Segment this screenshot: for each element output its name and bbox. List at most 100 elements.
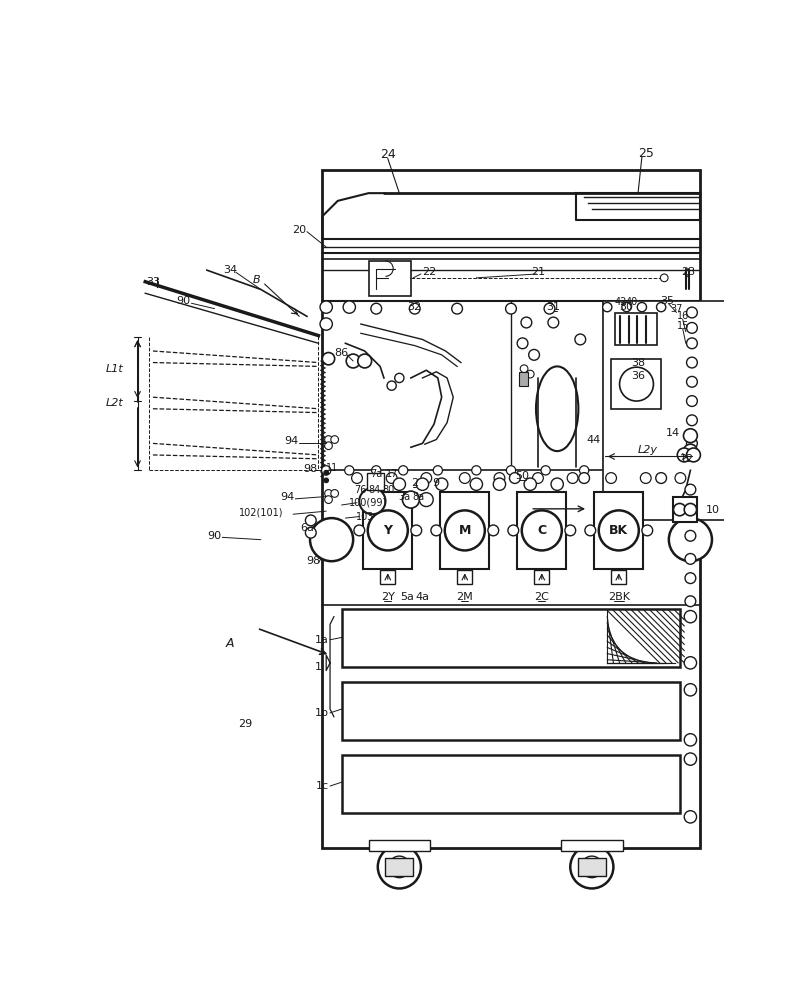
Text: C: C	[537, 524, 546, 537]
Circle shape	[324, 470, 328, 475]
Text: 30: 30	[620, 302, 633, 312]
Circle shape	[506, 303, 516, 314]
Text: 22: 22	[422, 267, 437, 277]
Text: 5a: 5a	[400, 592, 414, 602]
Circle shape	[320, 318, 332, 330]
Text: 23: 23	[681, 267, 695, 277]
Circle shape	[358, 354, 371, 368]
Circle shape	[420, 493, 433, 507]
Text: 1a: 1a	[315, 635, 328, 645]
Text: 76: 76	[354, 485, 367, 495]
Circle shape	[684, 503, 696, 516]
Circle shape	[445, 510, 485, 550]
Circle shape	[579, 466, 589, 475]
Text: 8a: 8a	[412, 492, 424, 502]
Circle shape	[431, 525, 441, 536]
Circle shape	[393, 478, 405, 490]
Circle shape	[452, 303, 462, 314]
Circle shape	[305, 527, 316, 538]
Text: 24: 24	[380, 148, 395, 161]
Text: Y: Y	[383, 524, 392, 537]
Circle shape	[687, 415, 697, 426]
Circle shape	[622, 302, 631, 312]
Text: 42: 42	[614, 297, 626, 307]
Circle shape	[687, 357, 697, 368]
Bar	[611, 570, 626, 584]
Circle shape	[551, 478, 563, 490]
Text: 102(101): 102(101)	[239, 508, 283, 518]
Circle shape	[322, 353, 335, 365]
Circle shape	[526, 370, 534, 378]
Text: 16: 16	[676, 311, 689, 321]
Circle shape	[638, 302, 646, 312]
Circle shape	[387, 381, 396, 390]
Circle shape	[685, 530, 696, 541]
Text: 14: 14	[666, 428, 679, 438]
Circle shape	[387, 473, 397, 483]
Text: L1t: L1t	[106, 364, 123, 374]
Text: 11: 11	[325, 463, 337, 473]
Circle shape	[346, 354, 360, 368]
Bar	[457, 570, 472, 584]
Bar	[341, 755, 680, 813]
Circle shape	[684, 753, 696, 765]
Circle shape	[331, 490, 338, 497]
Circle shape	[684, 734, 696, 746]
Text: 10: 10	[706, 505, 720, 515]
Circle shape	[324, 478, 328, 483]
Circle shape	[310, 518, 353, 561]
Circle shape	[368, 510, 408, 550]
Circle shape	[399, 466, 408, 475]
Text: 38: 38	[631, 358, 645, 368]
Circle shape	[640, 473, 651, 483]
Text: 35: 35	[660, 296, 675, 306]
Text: L2t: L2t	[106, 398, 123, 408]
Circle shape	[324, 442, 332, 450]
Text: A: A	[226, 637, 234, 650]
Text: 1: 1	[315, 662, 322, 672]
Circle shape	[660, 274, 668, 282]
Circle shape	[585, 525, 596, 536]
Bar	[363, 492, 412, 569]
Text: 2M: 2M	[457, 592, 473, 602]
Circle shape	[603, 302, 612, 312]
Circle shape	[345, 466, 354, 475]
Text: 40: 40	[625, 297, 638, 307]
Circle shape	[685, 484, 696, 495]
Text: 36: 36	[631, 371, 645, 381]
Bar	[386, 858, 413, 876]
Circle shape	[433, 466, 442, 475]
Bar	[519, 372, 528, 386]
Circle shape	[416, 478, 429, 490]
Circle shape	[675, 473, 686, 483]
Text: 33: 33	[146, 277, 160, 287]
Circle shape	[324, 496, 332, 503]
Bar	[517, 492, 567, 569]
Circle shape	[606, 473, 617, 483]
Text: 32: 32	[408, 302, 422, 312]
Bar	[341, 609, 680, 667]
Circle shape	[544, 303, 555, 314]
Circle shape	[506, 466, 516, 475]
Circle shape	[321, 466, 331, 475]
Circle shape	[684, 610, 696, 623]
Text: 25: 25	[638, 147, 654, 160]
Bar	[369, 261, 411, 296]
Circle shape	[305, 515, 316, 526]
Text: 2: 2	[412, 478, 418, 488]
Text: 12: 12	[679, 454, 693, 464]
Circle shape	[656, 473, 667, 483]
Circle shape	[359, 488, 386, 514]
Circle shape	[436, 478, 448, 490]
Text: 21: 21	[531, 267, 545, 277]
Text: 2BK: 2BK	[608, 592, 629, 602]
Circle shape	[324, 490, 332, 497]
Circle shape	[685, 507, 696, 518]
Circle shape	[524, 478, 537, 490]
Bar	[380, 570, 395, 584]
Circle shape	[354, 525, 365, 536]
Circle shape	[541, 466, 550, 475]
Text: 2Y: 2Y	[381, 592, 395, 602]
Circle shape	[684, 684, 696, 696]
Circle shape	[494, 473, 505, 483]
